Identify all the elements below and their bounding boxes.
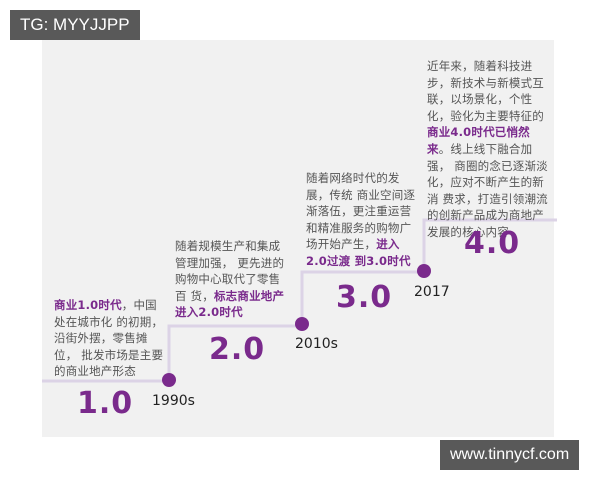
stage-3-text: 随着网络时代的发展，传统 商业空间逐渐落伍，更注重运营和精准服务的购物广场开始产…: [306, 171, 416, 252]
milestone-dot-1990s: [162, 373, 176, 387]
stage-2-era: 2.0: [209, 332, 266, 367]
stage-4-highlight: 商业4.0时代已悄然来: [427, 125, 530, 156]
stage-2-highlight: 标志商业地产进入2.0时代: [175, 288, 285, 320]
stage-3-era: 3.0: [336, 280, 393, 315]
stage-2-text: 随着规模生产和集成管理加强， 更先进的购物中心取代了零售百 货，: [175, 239, 285, 303]
timeline-panel: [42, 40, 554, 437]
stage-4-era: 4.0: [464, 226, 521, 261]
stage-1-description: 商业1.0时代，中国处在城市化 的初期，沿街外摆，零售摊位， 批发市场是主要的商…: [54, 297, 166, 380]
stage-4-text-after: 。线上线下融合加强， 商圈的念已逐渐淡化，应对不断产生的新消 费求，打造引领潮流…: [427, 141, 548, 239]
stage-1-highlight: 商业1.0时代: [54, 298, 122, 312]
milestone-dot-2010s: [295, 317, 309, 331]
stage-1-year: 1990s: [152, 393, 195, 409]
watermark-top-left: TG: MYYJJPP: [10, 10, 140, 40]
stage-3-year: 2017: [414, 284, 450, 300]
watermark-bottom-right: www.tinnycf.com: [440, 440, 580, 470]
stage-3-description: 随着网络时代的发展，传统 商业空间逐渐落伍，更注重运营和精准服务的购物广场开始产…: [306, 170, 418, 270]
stage-3-highlight: 进入2.0过渡 到3.0时代: [306, 237, 411, 268]
stage-4-text-before: 近年来，随着科技进步，新技术与新模式互 联，以场景化，个性化，验化为主要特征的: [427, 59, 544, 123]
stage-1-era: 1.0: [77, 386, 134, 421]
stage-2-description: 随着规模生产和集成管理加强， 更先进的购物中心取代了零售百 货，标志商业地产进入…: [175, 238, 287, 321]
stage-4-description: 近年来，随着科技进步，新技术与新模式互 联，以场景化，个性化，验化为主要特征的 …: [427, 58, 549, 241]
stage-2-year: 2010s: [295, 336, 338, 352]
milestone-dot-2017: [417, 264, 431, 278]
stage-1-text: ，中国处在城市化 的初期，沿街外摆，零售摊位， 批发市场是主要的商业地产形态: [54, 298, 164, 379]
